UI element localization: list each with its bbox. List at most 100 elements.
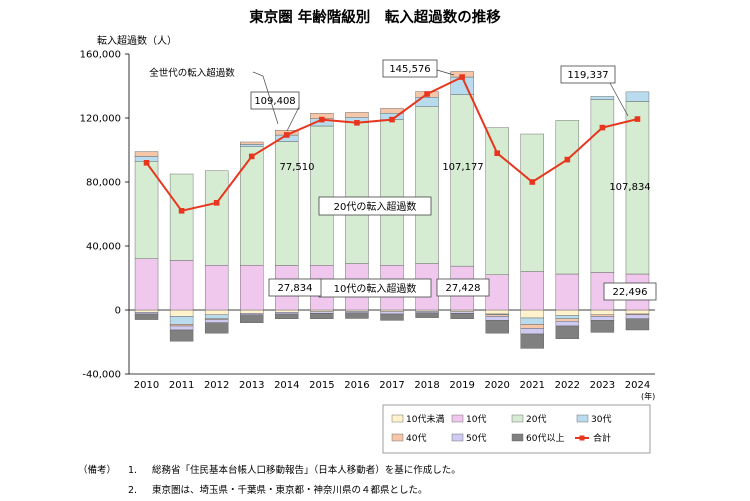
legend-label: 10代未満 [406, 413, 444, 425]
bar-segment [169, 316, 194, 325]
bar-segment [240, 265, 264, 311]
bar-segment [204, 322, 229, 334]
x-tick-label: 2016 [344, 380, 369, 391]
x-tick-label: 2015 [309, 380, 334, 391]
y-tick-label: 40,000 [86, 242, 121, 253]
bar-segment [450, 313, 474, 320]
y-axis-label: 転入超過数（人） [97, 34, 177, 47]
notes: （備考） 1. 総務省「住民基本台帳人口移動報告」（日本人移動者）を基に作成した… [78, 461, 461, 501]
x-tick-label: 2013 [239, 380, 264, 391]
x-tick-label: 2018 [414, 380, 439, 391]
callout-leader [609, 82, 629, 117]
label-10s-2014: 27,834 [278, 283, 313, 294]
band-label-10s: 10代の転入超過数 [334, 282, 417, 295]
bar-segment [380, 309, 404, 312]
bar-segment [590, 96, 615, 100]
total-point [178, 208, 185, 214]
bar-segment [204, 314, 229, 319]
note-text-1: 総務省「住民基本台帳人口移動報告」（日本人移動者）を基に作成した。 [152, 465, 461, 476]
label-20s-2014: 77,510 [280, 162, 315, 173]
bar-segment [485, 316, 509, 321]
total-point [284, 132, 290, 138]
note-leader [252, 71, 279, 125]
bar-segment [590, 320, 615, 333]
bar-segment [345, 112, 369, 118]
bar-segment [625, 318, 650, 331]
band-box-20s [318, 196, 432, 216]
bar-segment [485, 320, 509, 334]
bar-segment [240, 144, 264, 147]
legend-swatch [576, 414, 589, 423]
bar-segment [380, 311, 404, 315]
x-tick-label: 2023 [590, 380, 615, 391]
x-tick-label: 2012 [204, 380, 229, 391]
bar-segment [520, 328, 544, 335]
bar-segment [485, 314, 509, 317]
note-row-1: （備考） 1. 総務省「住民基本台帳人口移動報告」（日本人移動者）を基に作成した… [78, 461, 461, 481]
chart: 東京圏 年齢階級別 転入超過数の推移 転入超過数（人） (年) -40,000 0… [80, 8, 657, 454]
total-point [424, 91, 430, 97]
bar-segment [380, 119, 404, 266]
legend-frame [382, 404, 651, 454]
x-tick-label: 2022 [555, 380, 580, 391]
bar-segment [204, 309, 229, 316]
label-10s-2024: 22,496 [613, 287, 648, 298]
bar-segment [555, 120, 580, 275]
bar-segment [590, 309, 615, 316]
bar-segment [520, 333, 544, 349]
total-point [494, 150, 500, 156]
total-point [213, 200, 220, 206]
legend-label: 50代 [466, 433, 486, 444]
legend-swatch [511, 414, 524, 423]
bar-segment [169, 329, 194, 342]
total-point [459, 74, 465, 80]
bar-segment [590, 316, 615, 321]
bar-segment [485, 309, 509, 315]
callout-total-2019: 145,576 [389, 64, 430, 75]
note-number-1: 1. [128, 465, 138, 476]
bar-segment [450, 311, 474, 314]
bar-stacks [134, 71, 650, 349]
x-tick-label: 2017 [379, 380, 404, 391]
legend-total-marker [579, 435, 585, 441]
y-tick-label: 160,000 [80, 50, 121, 61]
bar-segment [310, 309, 334, 312]
bar-segment [590, 314, 615, 317]
legend-label: 20代 [526, 414, 546, 425]
bar-segment [310, 311, 334, 314]
bar-segment [275, 141, 299, 266]
bar-segment [240, 146, 264, 266]
y-tick-label: -40,000 [82, 370, 121, 381]
bar-segment [380, 313, 404, 321]
total-point [634, 116, 641, 122]
bar-segment [134, 309, 159, 313]
bar-segment [134, 151, 159, 157]
chart-title: 東京圏 年齢階級別 転入超過数の推移 [249, 8, 501, 26]
bar-segment [169, 260, 194, 311]
bar-segment [520, 271, 544, 311]
note-number-2: 2. [128, 485, 138, 496]
legend-label: 40代 [406, 433, 426, 444]
bar-segment [345, 312, 369, 319]
total-line [143, 74, 641, 214]
bar-segment [134, 313, 159, 320]
bar-segment [169, 325, 194, 331]
bar-segment [555, 318, 580, 322]
callout-total-2024: 119,337 [567, 70, 608, 81]
x-tick-label: 2010 [134, 380, 159, 391]
bar-segment [520, 324, 544, 329]
total-point [354, 120, 360, 126]
bar-segment [169, 173, 194, 261]
note-all-ages: 全世代の転入超過数 [149, 67, 235, 79]
bar-segment [134, 258, 159, 311]
x-tick-label: 2020 [484, 380, 509, 391]
band-label-20s: 20代の転入超過数 [334, 200, 417, 213]
legend-swatch [391, 414, 404, 423]
bar-segment [169, 309, 194, 317]
legend-label: 60代以上 [526, 433, 564, 444]
bar-segment [555, 309, 580, 316]
bar-segment [520, 133, 544, 272]
legend-swatch [511, 433, 524, 442]
callout-box-10s-2024 [603, 282, 657, 301]
bar-segment [555, 315, 580, 320]
